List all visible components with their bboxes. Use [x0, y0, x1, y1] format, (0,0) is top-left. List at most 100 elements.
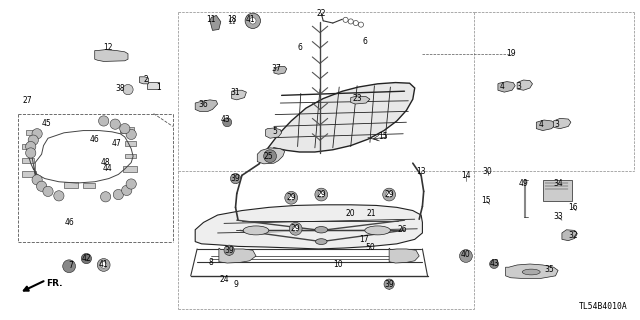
Circle shape [26, 148, 36, 158]
Ellipse shape [243, 226, 269, 235]
Polygon shape [274, 67, 287, 74]
Bar [125, 141, 136, 146]
Polygon shape [506, 264, 558, 278]
Text: 39: 39 [230, 174, 241, 183]
Bar [147, 82, 159, 89]
Circle shape [126, 129, 136, 140]
Circle shape [123, 84, 133, 95]
Ellipse shape [365, 226, 390, 235]
Circle shape [318, 191, 324, 198]
Text: 3: 3 [554, 120, 559, 129]
Text: 30: 30 [483, 167, 493, 176]
Circle shape [264, 150, 276, 163]
Polygon shape [259, 83, 415, 164]
Ellipse shape [316, 239, 327, 244]
Bar [26, 130, 40, 135]
Text: 49: 49 [518, 180, 529, 188]
Text: 46: 46 [64, 218, 74, 227]
Text: 15: 15 [378, 132, 388, 141]
Text: 38: 38 [115, 84, 125, 93]
Text: 25: 25 [264, 152, 274, 161]
Polygon shape [257, 148, 285, 164]
Text: 36: 36 [198, 100, 209, 109]
Circle shape [288, 195, 294, 201]
Text: 16: 16 [568, 203, 578, 212]
Text: 42: 42 [81, 254, 92, 263]
Polygon shape [95, 50, 128, 61]
Polygon shape [562, 230, 577, 241]
Circle shape [110, 119, 120, 129]
Polygon shape [195, 100, 218, 111]
Bar [22, 171, 36, 177]
Circle shape [122, 185, 132, 196]
Text: 47: 47 [111, 139, 122, 148]
Text: 4: 4 [538, 120, 543, 129]
Bar [123, 166, 137, 172]
Circle shape [224, 245, 234, 255]
Circle shape [490, 260, 499, 268]
Polygon shape [219, 248, 256, 263]
Text: 9: 9 [233, 280, 238, 289]
Text: 21: 21 [367, 209, 376, 218]
Text: TL54B4010A: TL54B4010A [579, 302, 627, 311]
Text: 33: 33 [553, 212, 563, 221]
Text: 26: 26 [397, 225, 407, 234]
Polygon shape [517, 80, 532, 90]
Circle shape [126, 179, 136, 189]
Text: 35: 35 [544, 265, 554, 274]
Bar [120, 127, 134, 133]
Text: 43: 43 [489, 259, 499, 268]
Circle shape [81, 253, 92, 264]
Text: 24: 24 [219, 276, 229, 284]
Text: 22: 22 [317, 9, 326, 18]
Text: 29: 29 [384, 190, 394, 199]
Text: 32: 32 [568, 231, 578, 240]
Text: 2: 2 [143, 75, 148, 84]
Text: FR.: FR. [46, 279, 63, 288]
Text: 43: 43 [220, 116, 230, 124]
Text: 37: 37 [271, 64, 282, 73]
Polygon shape [536, 120, 556, 131]
Text: 45: 45 [41, 119, 51, 128]
Polygon shape [232, 90, 246, 100]
Text: 39: 39 [384, 280, 394, 289]
Text: 10: 10 [333, 260, 343, 269]
Text: 23: 23 [352, 94, 362, 103]
Text: 14: 14 [461, 171, 471, 180]
Circle shape [99, 116, 109, 126]
Text: 1: 1 [156, 84, 161, 92]
Ellipse shape [522, 269, 540, 275]
Bar [83, 183, 95, 188]
Circle shape [100, 262, 107, 268]
Circle shape [32, 129, 42, 139]
Text: 41: 41 [246, 15, 256, 24]
Circle shape [54, 191, 64, 201]
Circle shape [230, 173, 241, 184]
Polygon shape [351, 96, 370, 104]
Circle shape [100, 192, 111, 202]
Text: 4: 4 [500, 82, 505, 91]
Bar [22, 144, 34, 149]
Text: 8: 8 [209, 258, 214, 267]
Text: 17: 17 [358, 235, 369, 244]
Text: 19: 19 [506, 49, 516, 58]
Text: 20: 20 [346, 209, 356, 218]
Polygon shape [498, 82, 515, 92]
Polygon shape [554, 118, 571, 129]
Text: 18: 18 [227, 15, 236, 24]
Text: 31: 31 [230, 88, 241, 97]
Text: 50: 50 [365, 244, 375, 252]
Polygon shape [195, 205, 422, 249]
Polygon shape [266, 128, 282, 138]
Polygon shape [140, 77, 148, 84]
Bar [125, 154, 136, 158]
Polygon shape [389, 248, 419, 263]
Text: 29: 29 [291, 224, 301, 233]
Text: 5: 5 [273, 127, 278, 136]
Circle shape [250, 18, 256, 24]
Text: 11: 11 [207, 15, 216, 24]
Circle shape [63, 260, 76, 273]
Text: 27: 27 [22, 96, 32, 105]
Ellipse shape [315, 227, 328, 233]
Bar [22, 158, 34, 163]
